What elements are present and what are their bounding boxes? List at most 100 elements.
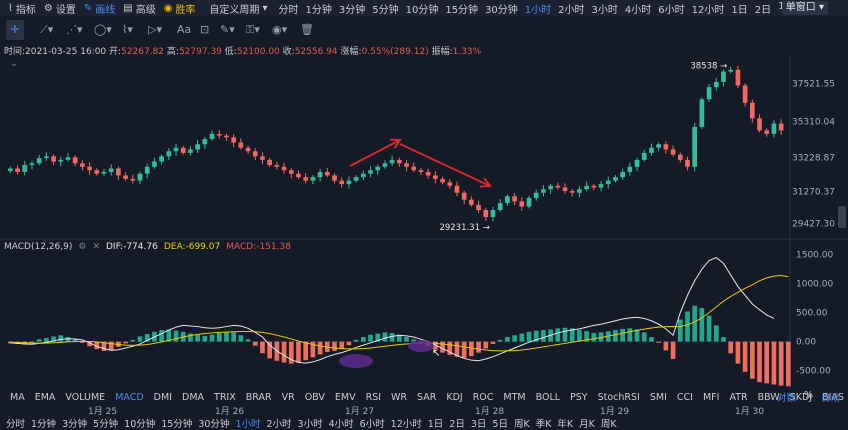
period-tab[interactable]: 2日 — [754, 4, 772, 16]
period-tab[interactable]: 1小时 — [524, 4, 552, 16]
indicator-tab[interactable]: BBW — [757, 391, 780, 403]
macd-close-icon[interactable]: ✕ — [92, 242, 100, 252]
win-rate-button[interactable]: ◉ 胜率 — [164, 1, 196, 16]
delete-icon[interactable]: 🗑︎ — [300, 23, 314, 36]
multi-line-tool-icon[interactable]: ⋰▾ — [66, 23, 83, 36]
line-tool-icon[interactable]: ⟋▾ — [40, 23, 54, 36]
period-tab[interactable]: 6小时 — [658, 4, 685, 16]
bottom-period-tab[interactable]: 1分钟 — [31, 419, 57, 430]
circle-tool-icon[interactable]: ◯▾ — [94, 23, 112, 36]
indicator-tab[interactable]: MFI — [702, 391, 720, 403]
indicator-tab[interactable]: TRIX — [214, 391, 236, 403]
period-tab[interactable]: 3分钟 — [338, 4, 366, 16]
advanced-button[interactable]: ▤ 高级 — [123, 1, 155, 16]
log-scale-toggle[interactable]: 对数 — [776, 393, 796, 404]
indicator-tab[interactable]: MA — [10, 391, 25, 403]
indicator-tab[interactable]: BRAR — [245, 391, 272, 403]
bottom-period-tab[interactable]: 6小时 — [359, 419, 385, 430]
macd-histogram-bar — [577, 330, 582, 342]
bottom-period-tab[interactable]: 30分钟 — [198, 419, 230, 430]
lock-icon[interactable]: ⚿▾ — [246, 23, 260, 36]
bottom-period-tab[interactable]: 1小时 — [235, 419, 261, 430]
bottom-period-tab[interactable]: 15分钟 — [161, 419, 193, 430]
indicator-tab[interactable]: DMA — [182, 391, 205, 403]
settings-button[interactable]: ⚙ 设置 — [44, 1, 76, 16]
indicator-tab[interactable]: CCI — [676, 391, 693, 403]
draw-line-label: 画线 — [95, 4, 116, 16]
bottom-period-tab[interactable]: 3日 — [470, 419, 487, 430]
bottom-period-tab[interactable]: 3分钟 — [62, 419, 88, 430]
bottom-period-tab[interactable]: 10分钟 — [124, 419, 156, 430]
period-tab[interactable]: 2小时 — [558, 4, 585, 16]
indicator-tab[interactable]: KDJ — [446, 391, 463, 403]
macd-histogram-bar — [238, 335, 244, 342]
bottom-period-tab[interactable]: 2小时 — [266, 419, 292, 430]
custom-period-dropdown[interactable]: 自定义周期 ▾ — [209, 1, 270, 16]
indicator-tab[interactable]: SAR — [417, 391, 437, 403]
text-tool-icon[interactable]: Aa — [177, 23, 192, 36]
indicator-tab[interactable]: DMI — [153, 391, 172, 403]
period-tab[interactable]: 5分钟 — [372, 4, 399, 16]
bottom-period-tab[interactable]: 1日 — [427, 419, 444, 430]
macd-settings-icon[interactable]: ⚙ — [78, 242, 87, 252]
indicator-tab[interactable]: BIAS — [822, 391, 844, 403]
indicator-tab[interactable]: SKDJ — [789, 391, 813, 403]
indicator-tab[interactable]: MTM — [503, 391, 526, 403]
candle-body — [144, 166, 150, 174]
bottom-period-tab[interactable]: 季K — [535, 419, 552, 430]
indicator-tab[interactable]: RSI — [365, 391, 382, 403]
bottom-period-tab[interactable]: 5日 — [492, 419, 508, 430]
draw-line-button[interactable]: ✎ 画线 — [84, 1, 115, 16]
period-tab[interactable]: 分时 — [278, 4, 299, 16]
indicator-tab[interactable]: StochRSI — [597, 391, 640, 403]
indicator-tab[interactable]: ATR — [729, 391, 748, 403]
period-tab[interactable]: 10分钟 — [405, 4, 439, 16]
period-tab[interactable]: 30分钟 — [485, 4, 518, 16]
ruler-tool-icon[interactable]: ⊡ — [200, 23, 210, 36]
indicator-tab[interactable]: ROC — [472, 391, 494, 403]
bottom-period-tab[interactable]: 2日 — [449, 419, 465, 430]
scroll-handle[interactable] — [838, 206, 846, 228]
bottom-period-tab[interactable]: 5分钟 — [93, 419, 119, 430]
indicator-button[interactable]: ⌇ 指标 — [8, 1, 36, 16]
bottom-period-tab[interactable]: 月K — [579, 419, 595, 430]
bottom-period-tab[interactable]: 12小时 — [390, 419, 422, 430]
path-tool-icon[interactable]: ⌇▾ — [122, 23, 133, 36]
period-tab[interactable]: 1分钟 — [305, 4, 332, 16]
macd-histogram-bar — [721, 336, 726, 342]
collapse-chevron-icon[interactable]: ⌄ — [10, 58, 19, 69]
period-tab[interactable]: 3小时 — [591, 4, 618, 16]
indicator-tab[interactable]: OBV — [304, 391, 325, 403]
indicator-tab[interactable]: EMA — [34, 391, 56, 403]
bottom-period-tab[interactable]: 周K — [600, 419, 617, 430]
indicator-tab[interactable]: VOLUME — [65, 391, 106, 403]
dea-line — [10, 275, 789, 352]
eye-icon[interactable]: ◉▾ — [272, 23, 288, 36]
bottom-period-tab[interactable]: 年K — [557, 419, 574, 430]
period-tab[interactable]: 15分钟 — [445, 4, 479, 16]
bottom-period-tab[interactable]: 分时 — [6, 419, 26, 430]
period-tab[interactable]: 4小时 — [624, 4, 652, 16]
indicator-tab[interactable]: WR — [391, 391, 408, 403]
indicator-tab[interactable]: BOLL — [535, 391, 561, 403]
indicator-tab[interactable]: SMI — [649, 391, 667, 403]
brush-tool-icon[interactable]: ✎▾ — [220, 23, 235, 36]
bottom-period-tab[interactable]: 周K — [513, 419, 530, 430]
polygon-tool-icon[interactable]: ▷▾ — [148, 23, 162, 36]
amplitude-value: 1.33% — [452, 47, 482, 57]
window-mode-dropdown[interactable]: 单窗口 ▾ — [781, 1, 828, 15]
bottom-period-tab[interactable]: 4小时 — [328, 419, 354, 430]
period-tab[interactable]: 1日 — [731, 4, 748, 16]
candle-body — [721, 71, 726, 82]
auto-scale-toggle[interactable]: 自动 — [820, 393, 840, 404]
indicator-tab[interactable]: VR — [281, 391, 295, 403]
win-rate-icon: ◉ — [163, 2, 173, 14]
crosshair-tool-icon[interactable]: ✛ — [6, 20, 24, 40]
indicator-tab[interactable]: EMV — [334, 391, 356, 403]
percent-scale-toggle[interactable]: % — [803, 390, 813, 401]
indicator-tab[interactable]: MACD — [115, 391, 144, 403]
indicator-tab[interactable]: PSY — [570, 391, 588, 403]
bottom-period-tab[interactable]: 3小时 — [297, 419, 323, 430]
period-tab[interactable]: 12小时 — [691, 4, 725, 16]
